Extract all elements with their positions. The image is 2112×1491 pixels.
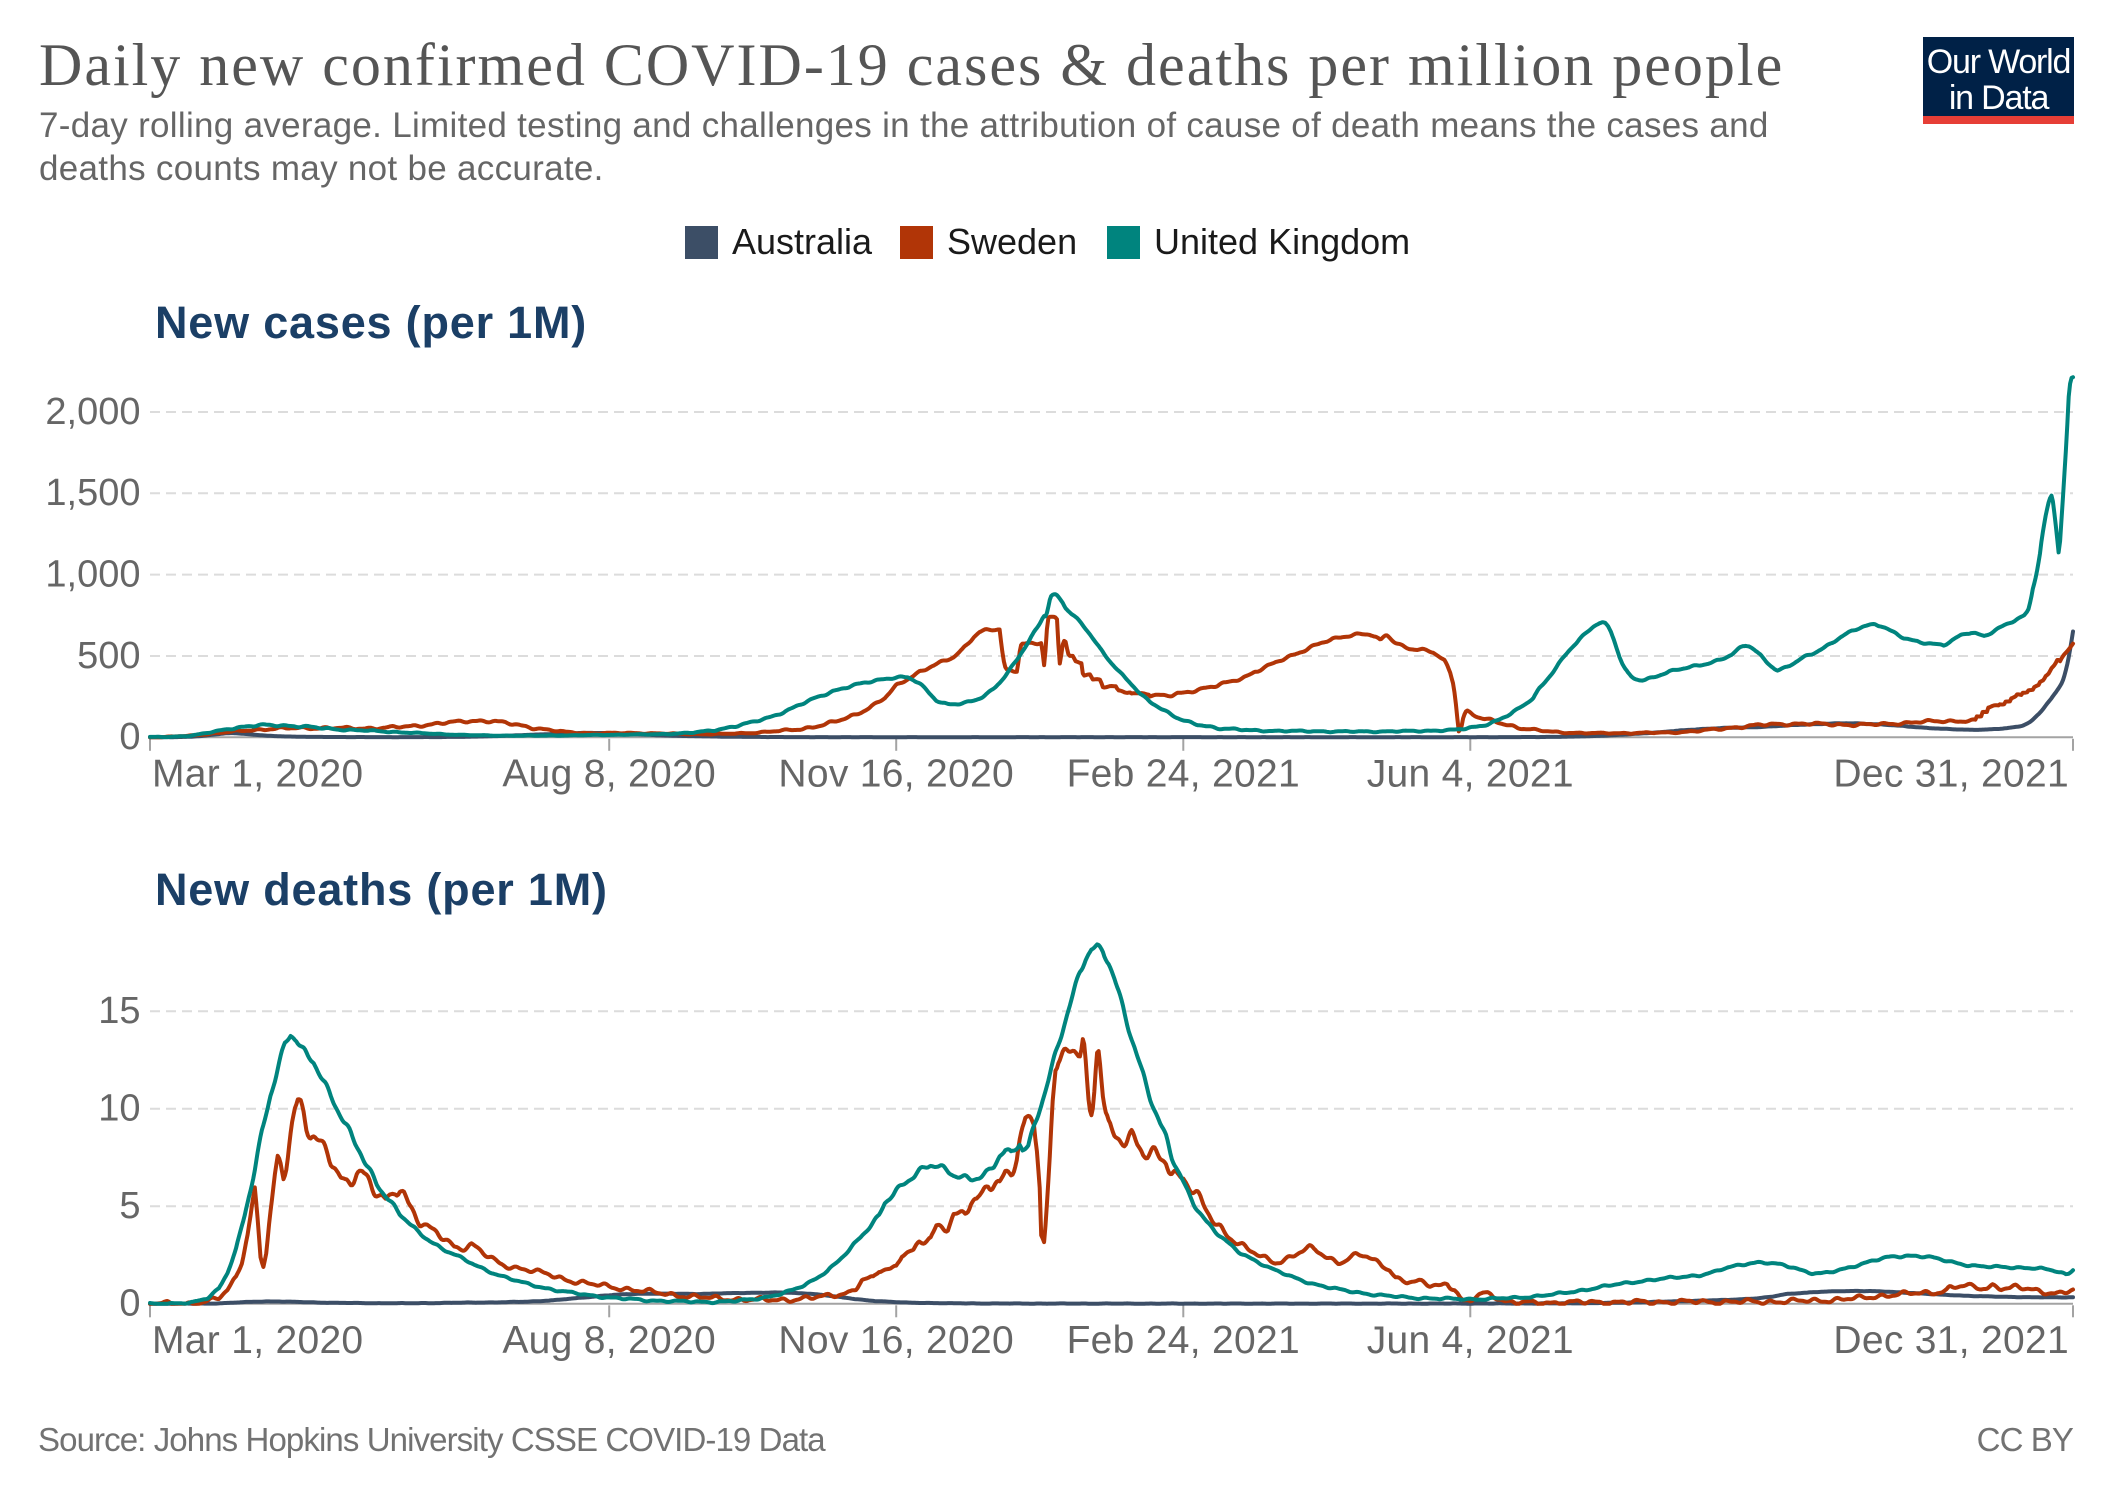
svg-text:2,000: 2,000 (45, 391, 140, 433)
svg-text:Nov 16, 2020: Nov 16, 2020 (778, 753, 1014, 796)
svg-text:Dec 31, 2021: Dec 31, 2021 (1833, 753, 2069, 796)
svg-text:1,000: 1,000 (45, 553, 140, 595)
svg-text:Feb 24, 2021: Feb 24, 2021 (1067, 1319, 1300, 1362)
svg-text:Aug 8, 2020: Aug 8, 2020 (502, 753, 716, 796)
svg-text:Mar 1, 2020: Mar 1, 2020 (152, 753, 363, 796)
svg-text:Dec 31, 2021: Dec 31, 2021 (1833, 1319, 2069, 1362)
svg-text:Feb 24, 2021: Feb 24, 2021 (1067, 753, 1300, 796)
svg-text:Nov 16, 2020: Nov 16, 2020 (778, 1319, 1014, 1362)
svg-text:Jun 4, 2021: Jun 4, 2021 (1367, 1319, 1574, 1362)
svg-text:Aug 8, 2020: Aug 8, 2020 (502, 1319, 716, 1362)
svg-text:Jun 4, 2021: Jun 4, 2021 (1367, 753, 1574, 796)
svg-text:500: 500 (77, 635, 140, 677)
svg-text:15: 15 (98, 990, 140, 1032)
svg-text:5: 5 (119, 1185, 140, 1227)
svg-text:10: 10 (98, 1088, 140, 1130)
svg-text:Mar 1, 2020: Mar 1, 2020 (152, 1319, 363, 1362)
svg-text:1,500: 1,500 (45, 472, 140, 514)
svg-text:0: 0 (119, 716, 140, 758)
svg-text:0: 0 (119, 1283, 140, 1325)
